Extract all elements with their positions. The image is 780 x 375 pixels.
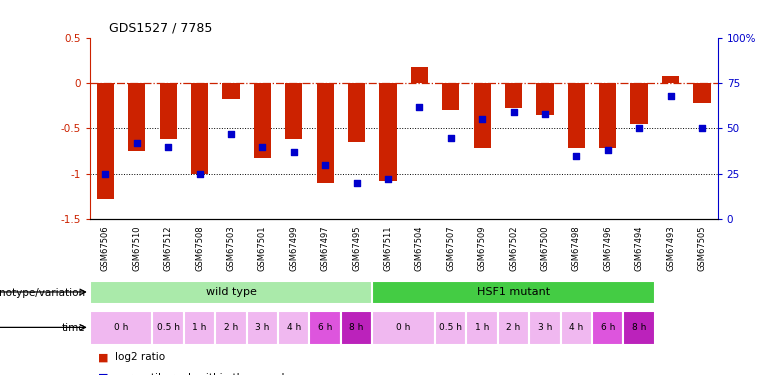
Bar xyxy=(442,83,459,110)
Bar xyxy=(97,83,114,200)
Bar xyxy=(537,83,554,115)
Bar xyxy=(568,83,585,148)
Point xyxy=(288,149,300,155)
Bar xyxy=(599,83,616,148)
Text: 4 h: 4 h xyxy=(569,323,583,332)
Bar xyxy=(662,76,679,83)
Bar xyxy=(623,311,655,345)
Point xyxy=(507,109,519,115)
Bar xyxy=(372,311,435,345)
Bar xyxy=(90,311,153,345)
Bar xyxy=(341,311,372,345)
Point xyxy=(633,126,645,132)
Bar xyxy=(184,311,215,345)
Text: 0 h: 0 h xyxy=(114,323,128,332)
Text: 2 h: 2 h xyxy=(506,323,521,332)
Text: 2 h: 2 h xyxy=(224,323,238,332)
Text: 8 h: 8 h xyxy=(632,323,647,332)
Bar xyxy=(215,311,246,345)
Bar xyxy=(498,311,529,345)
Text: 3 h: 3 h xyxy=(537,323,552,332)
Text: 1 h: 1 h xyxy=(475,323,489,332)
Point xyxy=(193,171,206,177)
Point xyxy=(381,176,394,182)
Point xyxy=(476,116,488,122)
Point xyxy=(539,111,551,117)
Point xyxy=(413,104,426,110)
Text: genotype/variation: genotype/variation xyxy=(0,288,86,297)
Bar xyxy=(285,83,303,140)
Bar xyxy=(348,83,365,142)
Bar xyxy=(529,311,561,345)
Point xyxy=(445,135,457,141)
Text: HSF1 mutant: HSF1 mutant xyxy=(477,287,550,297)
Point xyxy=(601,147,614,153)
Bar xyxy=(561,311,592,345)
Bar xyxy=(246,311,278,345)
Text: 0.5 h: 0.5 h xyxy=(439,323,463,332)
Text: 3 h: 3 h xyxy=(255,323,270,332)
Point xyxy=(99,171,112,177)
Text: percentile rank within the sample: percentile rank within the sample xyxy=(115,373,290,375)
Text: 6 h: 6 h xyxy=(318,323,332,332)
Text: wild type: wild type xyxy=(206,287,257,297)
Point xyxy=(130,140,143,146)
Bar xyxy=(128,83,145,151)
Text: 1 h: 1 h xyxy=(193,323,207,332)
Point xyxy=(256,144,268,150)
Bar xyxy=(153,311,184,345)
Bar xyxy=(693,83,711,103)
Text: ■: ■ xyxy=(98,352,108,363)
Bar xyxy=(317,83,334,183)
Text: 6 h: 6 h xyxy=(601,323,615,332)
Bar xyxy=(160,83,177,140)
Point xyxy=(570,153,583,159)
Bar xyxy=(222,83,239,99)
Text: 0.5 h: 0.5 h xyxy=(157,323,179,332)
Point xyxy=(319,162,332,168)
Bar xyxy=(254,83,271,158)
Text: 0 h: 0 h xyxy=(396,323,411,332)
Bar xyxy=(310,311,341,345)
Text: 4 h: 4 h xyxy=(286,323,301,332)
Point xyxy=(696,126,708,132)
Text: time: time xyxy=(62,323,86,333)
Bar xyxy=(372,280,654,304)
Bar xyxy=(466,311,498,345)
Bar xyxy=(379,83,396,181)
Point xyxy=(162,144,175,150)
Bar xyxy=(505,83,522,108)
Bar xyxy=(630,83,647,124)
Bar xyxy=(278,311,310,345)
Text: 8 h: 8 h xyxy=(349,323,363,332)
Bar xyxy=(90,280,372,304)
Point xyxy=(225,131,237,137)
Bar xyxy=(435,311,466,345)
Text: GDS1527 / 7785: GDS1527 / 7785 xyxy=(108,22,212,35)
Bar xyxy=(411,67,428,83)
Point xyxy=(665,93,677,99)
Text: ■: ■ xyxy=(98,373,108,375)
Bar xyxy=(191,83,208,174)
Point xyxy=(350,180,363,186)
Bar xyxy=(592,311,623,345)
Text: log2 ratio: log2 ratio xyxy=(115,352,165,363)
Bar xyxy=(473,83,491,148)
